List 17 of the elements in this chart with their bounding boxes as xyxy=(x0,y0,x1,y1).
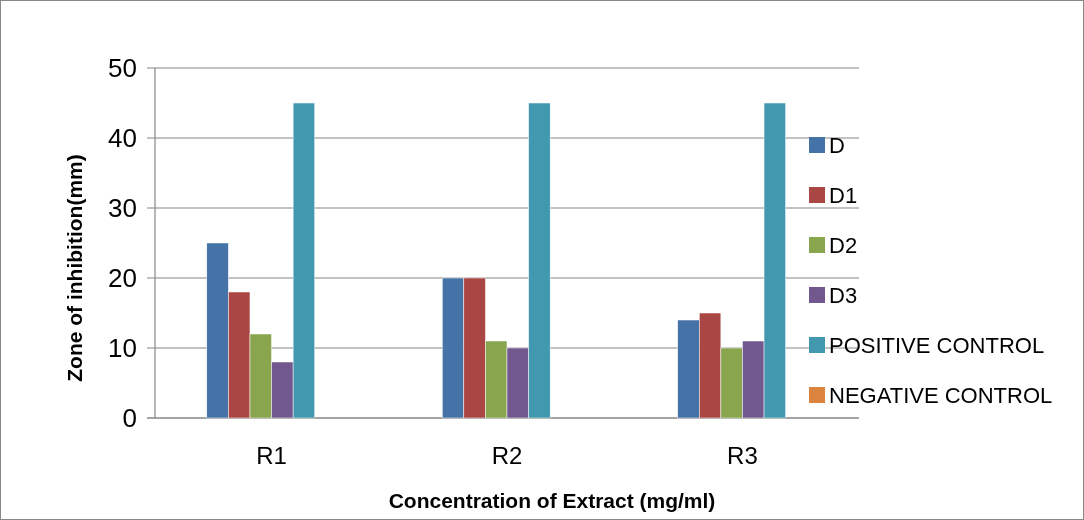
x-tick-label: R1 xyxy=(256,442,287,469)
legend-label: D1 xyxy=(829,182,858,208)
x-tick-label: R3 xyxy=(727,442,758,469)
legend-label: D3 xyxy=(829,282,858,308)
legend-label: POSITIVE CONTROL xyxy=(829,332,1045,358)
y-axis-title: Zone of inhibition(mm) xyxy=(63,154,86,382)
legend-label: D2 xyxy=(829,232,858,258)
y-tick-label: 50 xyxy=(108,53,137,84)
legend-label: NEGATIVE CONTROL xyxy=(829,382,1053,408)
y-tick-label: 20 xyxy=(108,263,137,294)
y-tick-label: 30 xyxy=(108,193,137,224)
x-axis-title: Concentration of Extract (mg/ml) xyxy=(388,489,716,512)
y-tick-label: 10 xyxy=(108,333,137,364)
y-tick-label: 40 xyxy=(108,123,137,154)
legend-label: D xyxy=(829,132,845,158)
y-tick-label: 0 xyxy=(122,403,137,434)
x-tick-label: R2 xyxy=(491,442,523,469)
